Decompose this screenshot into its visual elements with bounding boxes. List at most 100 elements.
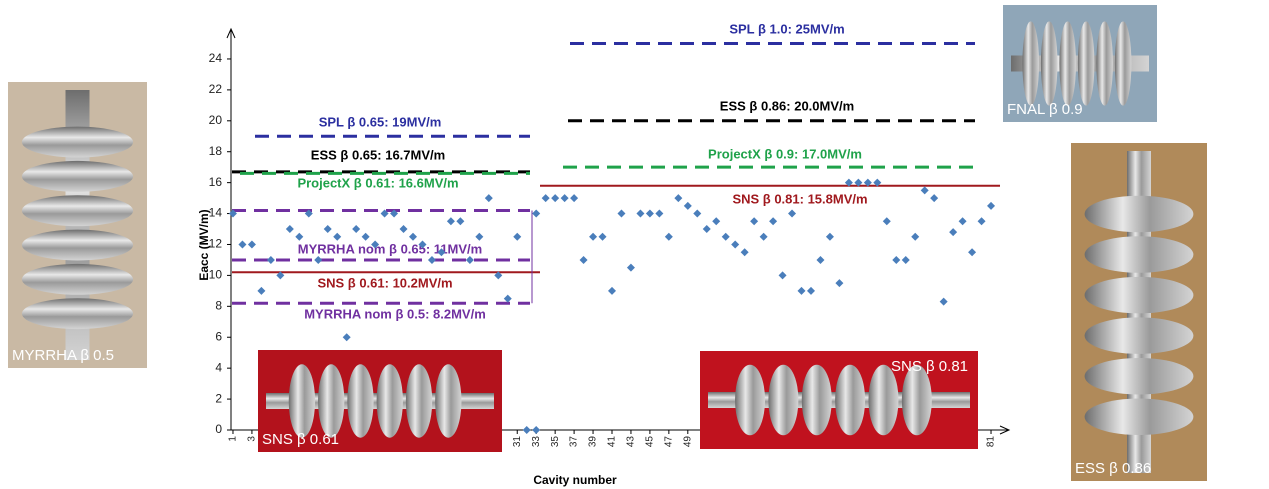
photo-cell: [1022, 21, 1039, 105]
data-point: [324, 225, 332, 233]
reference-label: ProjectX β 0.9: 17.0MV/m: [708, 146, 862, 161]
data-point: [532, 210, 540, 218]
data-point: [485, 194, 493, 202]
y-tick-label: 12: [209, 237, 223, 251]
photo-caption: MYRRHA β 0.5: [12, 347, 114, 364]
data-point: [362, 233, 370, 241]
photo-cell: [22, 230, 133, 261]
photo-cell: [735, 365, 765, 436]
chart: Cavity number Eacc (MV/m) 02468101214161…: [0, 0, 1269, 489]
data-point: [949, 228, 957, 236]
photo-cell: [1115, 21, 1132, 105]
data-point: [911, 233, 919, 241]
data-point: [343, 333, 351, 341]
x-axis-label: Cavity number: [533, 473, 617, 487]
photo-cell: [1078, 21, 1095, 105]
x-tick-label: 41: [607, 436, 618, 448]
data-point: [513, 233, 521, 241]
photo-cell: [902, 365, 932, 436]
data-point: [456, 217, 464, 225]
data-point: [826, 233, 834, 241]
photo-caption: FNAL β 0.9: [1007, 101, 1083, 118]
x-tick-label: 35: [550, 436, 561, 448]
y-tick-label: 2: [215, 391, 222, 405]
data-point: [769, 217, 777, 225]
data-point: [760, 233, 768, 241]
reference-label: ProjectX β 0.61: 16.6MV/m: [297, 175, 458, 190]
x-tick-label: 43: [626, 436, 637, 448]
data-point: [684, 202, 692, 210]
photo-cell: [1085, 196, 1194, 233]
data-point: [835, 279, 843, 287]
reference-label: ESS β 0.86: 20.0MV/m: [720, 98, 854, 113]
data-point: [333, 233, 341, 241]
x-tick-label: 31: [512, 436, 523, 448]
reference-label: SNS β 0.81: 15.8MV/m: [732, 191, 867, 206]
photo-cell: [318, 364, 344, 437]
data-point: [580, 256, 588, 264]
data-point: [883, 217, 891, 225]
photo-cell: [1059, 21, 1076, 105]
photo-cell: [1085, 317, 1194, 354]
data-point: [741, 248, 749, 256]
reference-label: MYRRHA nom β 0.65: 11MV/m: [298, 241, 482, 256]
y-tick-label: 8: [215, 298, 222, 312]
y-tick-label: 4: [215, 360, 222, 374]
data-point: [779, 271, 787, 279]
y-tick-label: 10: [209, 268, 223, 282]
data-point: [409, 233, 417, 241]
data-point: [257, 287, 265, 295]
data-point: [750, 217, 758, 225]
data-point: [542, 194, 550, 202]
data-point: [532, 426, 540, 434]
photo-cell: [1085, 358, 1194, 395]
reference-label: SPL β 0.65: 19MV/m: [319, 114, 442, 129]
photo-cell: [768, 365, 798, 436]
data-point: [655, 210, 663, 218]
photo-cell: [22, 298, 133, 329]
data-point: [816, 256, 824, 264]
photo-cell: [1085, 277, 1194, 314]
reference-label: MYRRHA nom β 0.5: 8.2MV/m: [304, 306, 486, 321]
y-tick-label: 16: [209, 175, 223, 189]
data-point: [570, 194, 578, 202]
photo-cell: [1041, 21, 1058, 105]
photo-cell: [835, 365, 865, 436]
x-tick-label: 39: [588, 436, 599, 448]
photo-cell: [1085, 399, 1194, 436]
data-point: [286, 225, 294, 233]
photo-cell: [22, 127, 133, 158]
data-point: [940, 298, 948, 306]
photo-cell: [1096, 21, 1113, 105]
data-point: [627, 264, 635, 272]
data-point: [551, 194, 559, 202]
photo-cell: [868, 365, 898, 436]
x-tick-label: 1: [228, 436, 239, 442]
data-point: [703, 225, 711, 233]
data-point: [959, 217, 967, 225]
x-tick-label: 33: [531, 436, 542, 448]
reference-label: ESS β 0.65: 16.7MV/m: [311, 147, 445, 162]
data-point: [561, 194, 569, 202]
photo-caption: SNS β 0.81: [891, 358, 968, 375]
data-point: [589, 233, 597, 241]
reference-label: SNS β 0.61: 10.2MV/m: [317, 275, 452, 290]
data-point: [636, 210, 644, 218]
photo-caption: SNS β 0.61: [262, 431, 339, 448]
data-point: [295, 233, 303, 241]
photo-cell: [406, 364, 432, 437]
x-tick-label: 47: [663, 436, 674, 448]
x-tick-label: 3: [247, 436, 258, 442]
data-point: [902, 256, 910, 264]
data-point: [892, 256, 900, 264]
y-tick-label: 22: [209, 82, 223, 96]
data-point: [722, 233, 730, 241]
y-tick-label: 6: [215, 329, 222, 343]
x-tick-label: 81: [986, 436, 997, 448]
photo-cell: [289, 364, 315, 437]
data-point: [712, 217, 720, 225]
data-point: [617, 210, 625, 218]
data-point: [987, 202, 995, 210]
photo-cell: [1085, 236, 1194, 273]
reference-label: SPL β 1.0: 25MV/m: [729, 21, 844, 36]
